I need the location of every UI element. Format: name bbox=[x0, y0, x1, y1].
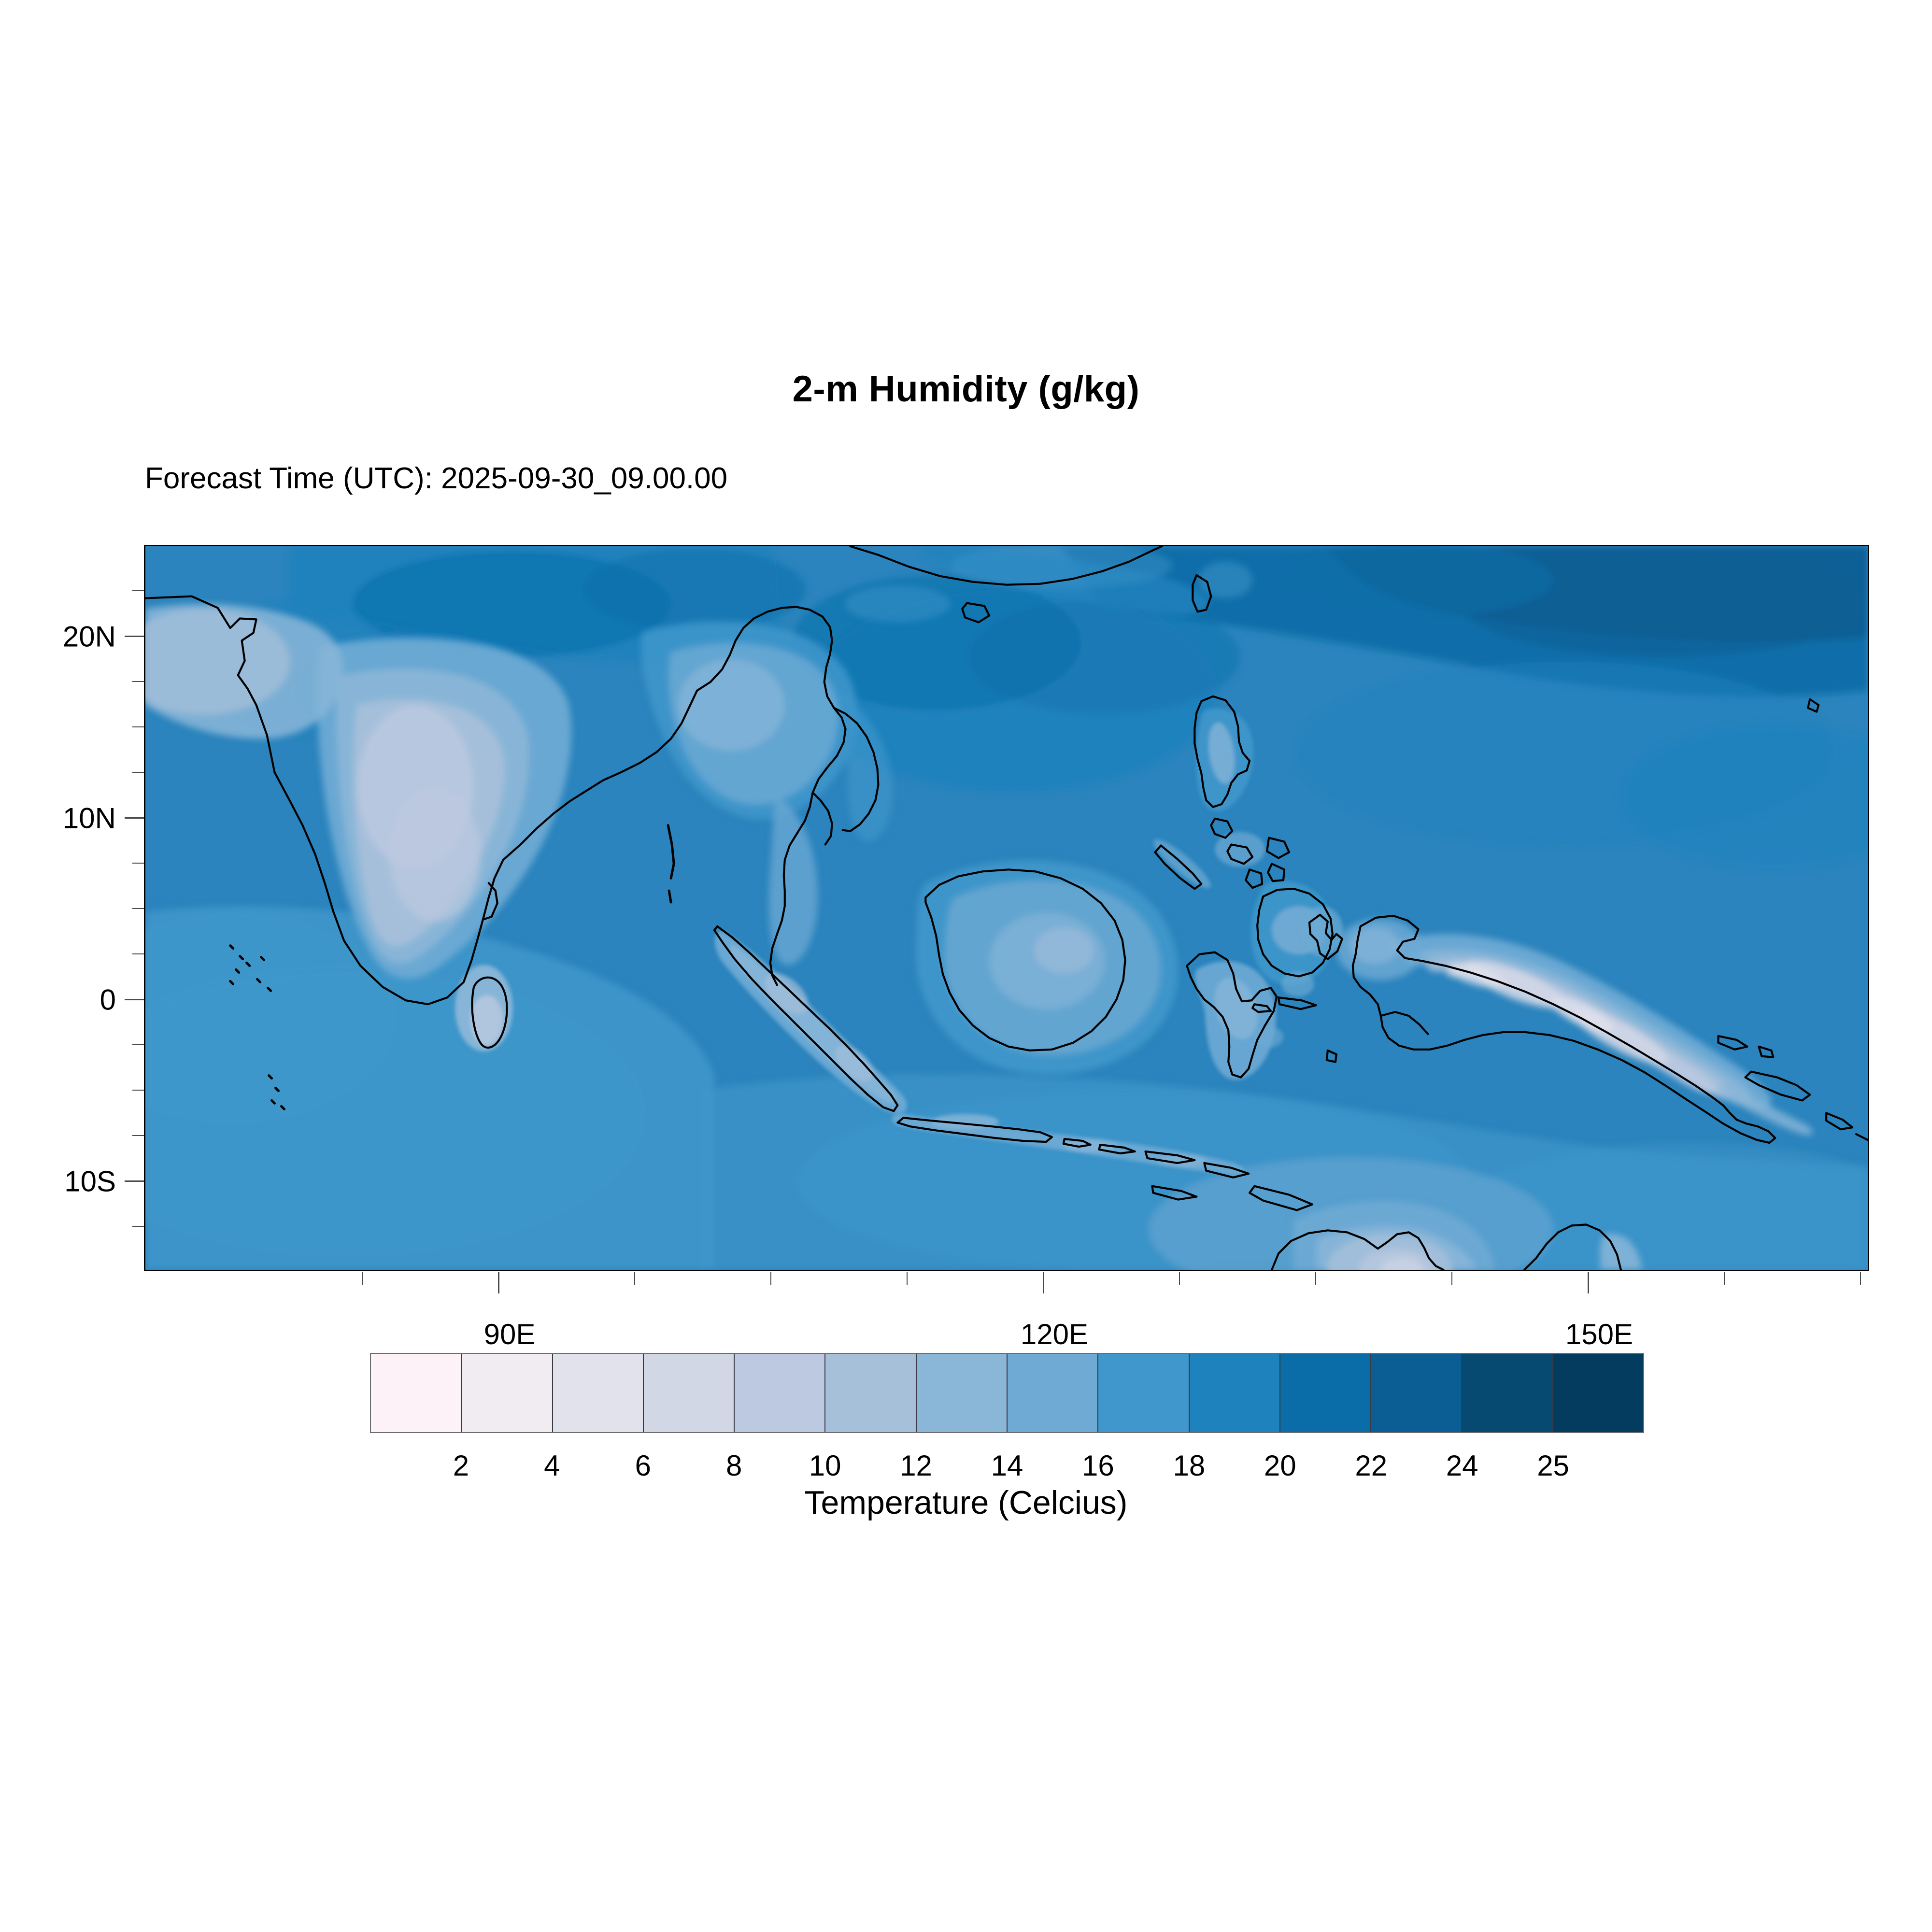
lat-minor-tick bbox=[132, 1090, 144, 1091]
colorbar-tick-label: 2 bbox=[453, 1449, 469, 1482]
colorbar-swatch bbox=[371, 1354, 462, 1432]
forecast-time-label: Forecast Time (UTC): 2025-09-30_09.00.00 bbox=[145, 462, 728, 495]
lat-minor-tick bbox=[132, 863, 144, 864]
lon-minor-tick bbox=[1315, 1272, 1316, 1285]
colorbar-tick-label: 22 bbox=[1355, 1449, 1388, 1482]
colorbar-tick-label: 14 bbox=[991, 1449, 1023, 1482]
lon-tick-90E bbox=[498, 1272, 499, 1293]
colorbar-swatch bbox=[1189, 1354, 1280, 1432]
lat-label-10S: 10S bbox=[64, 1165, 116, 1198]
lon-minor-tick bbox=[362, 1272, 363, 1285]
lon-tick-120E bbox=[1043, 1272, 1044, 1293]
colorbar-tick-label: 16 bbox=[1082, 1449, 1114, 1482]
colorbar-swatch bbox=[1280, 1354, 1372, 1432]
lat-minor-tick bbox=[132, 1044, 144, 1045]
lon-tick-150E bbox=[1588, 1272, 1589, 1293]
colorbar-swatch bbox=[1371, 1354, 1463, 1432]
colorbar-tick-label: 10 bbox=[809, 1449, 841, 1482]
lat-label-10N: 10N bbox=[62, 802, 116, 835]
humidity-contour-map bbox=[145, 546, 1868, 1270]
lat-minor-tick bbox=[132, 953, 144, 954]
map-plot-area bbox=[144, 545, 1869, 1271]
lon-minor-tick bbox=[1451, 1272, 1452, 1285]
lon-minor-tick bbox=[907, 1272, 908, 1285]
colorbar-tick-label: 6 bbox=[635, 1449, 651, 1482]
colorbar-swatch bbox=[1098, 1354, 1190, 1432]
colorbar-tick-label: 12 bbox=[900, 1449, 932, 1482]
colorbar-tick-label: 24 bbox=[1446, 1449, 1478, 1482]
colorbar-swatch bbox=[735, 1354, 826, 1432]
colorbar-tick-label: 25 bbox=[1537, 1449, 1569, 1482]
colorbar-swatches bbox=[370, 1353, 1644, 1433]
lat-tick-10S bbox=[125, 1180, 144, 1182]
lat-label-0: 0 bbox=[99, 983, 116, 1016]
colorbar-swatch bbox=[1462, 1354, 1553, 1432]
colorbar-swatch bbox=[916, 1354, 1008, 1432]
colorbar bbox=[370, 1353, 1644, 1433]
lat-minor-tick bbox=[132, 772, 144, 773]
colorbar-swatch bbox=[462, 1354, 553, 1432]
page-title: 2-m Humidity (g/kg) bbox=[792, 369, 1140, 410]
lon-minor-tick bbox=[770, 1272, 771, 1285]
lat-tick-10N bbox=[125, 817, 144, 819]
colorbar-axis-title: Temperature (Celcius) bbox=[804, 1484, 1128, 1521]
colorbar-tick-label: 20 bbox=[1264, 1449, 1296, 1482]
lon-label-90E: 90E bbox=[483, 1318, 536, 1350]
colorbar-swatch bbox=[553, 1354, 644, 1432]
lat-minor-tick bbox=[132, 1135, 144, 1136]
colorbar-swatch bbox=[1007, 1354, 1099, 1432]
lat-label-20N: 20N bbox=[62, 620, 116, 653]
lat-tick-0 bbox=[125, 999, 144, 1000]
colorbar-swatch bbox=[643, 1354, 735, 1432]
colorbar-swatch bbox=[1553, 1354, 1643, 1432]
lat-tick-20N bbox=[125, 636, 144, 637]
lon-minor-tick bbox=[1724, 1272, 1725, 1285]
lat-minor-tick bbox=[132, 681, 144, 682]
lon-minor-tick bbox=[1179, 1272, 1180, 1285]
lon-minor-tick bbox=[634, 1272, 635, 1285]
lon-label-120E: 120E bbox=[1020, 1318, 1089, 1350]
colorbar-swatch bbox=[825, 1354, 917, 1432]
lon-label-150E: 150E bbox=[1565, 1318, 1634, 1350]
lon-minor-tick bbox=[1860, 1272, 1861, 1285]
lat-minor-tick bbox=[132, 590, 144, 591]
lat-minor-tick bbox=[132, 1226, 144, 1227]
colorbar-tick-label: 18 bbox=[1173, 1449, 1206, 1482]
colorbar-tick-label: 8 bbox=[726, 1449, 742, 1482]
lat-minor-tick bbox=[132, 726, 144, 727]
lat-minor-tick bbox=[132, 908, 144, 909]
colorbar-tick-label: 4 bbox=[544, 1449, 560, 1482]
